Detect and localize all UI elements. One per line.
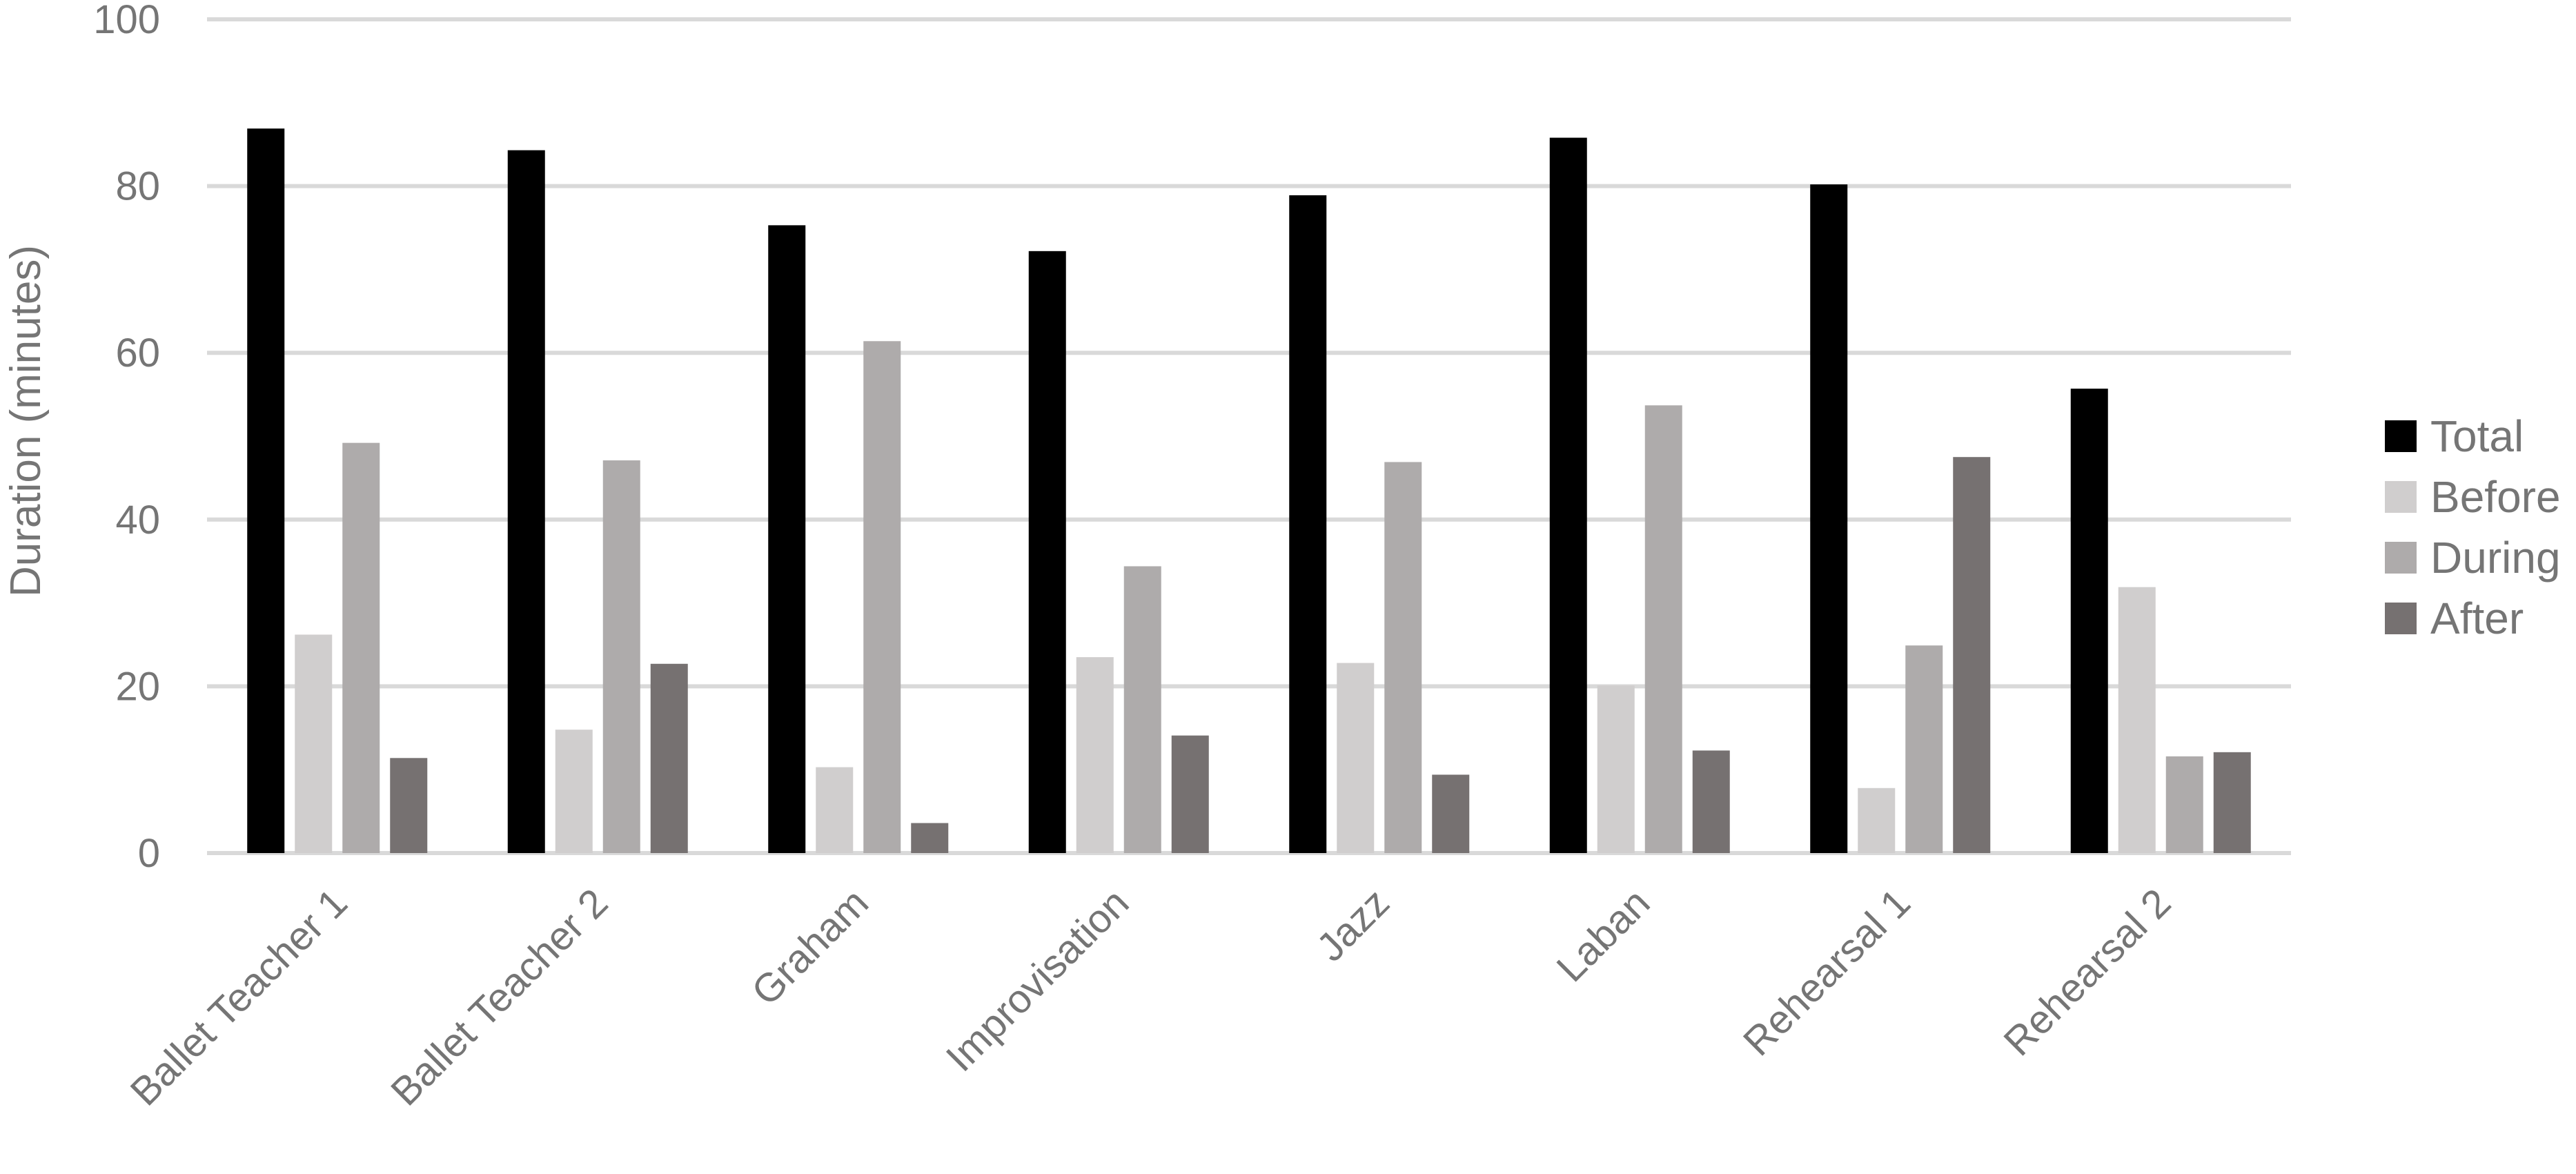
legend-swatch-total [2385, 420, 2417, 452]
legend-label-before: Before [2430, 472, 2561, 522]
x-category-label: Improvisation [938, 880, 1138, 1080]
bar-after-improvisation [1171, 735, 1209, 853]
legend-swatch-during [2385, 542, 2417, 574]
bar-total-improvisation [1028, 251, 1066, 854]
x-category-label: Jazz [1308, 880, 1398, 970]
bars [247, 128, 2251, 854]
y-tick-label: 20 [115, 664, 160, 709]
legend: Total Before During After [2385, 411, 2561, 643]
bar-total-rehearsal-1 [1810, 184, 1848, 854]
bar-before-ballet-teacher-1 [295, 634, 333, 853]
bar-before-laban [1597, 685, 1635, 853]
bar-after-rehearsal-2 [2213, 752, 2251, 853]
bar-total-jazz [1289, 195, 1327, 853]
bar-before-ballet-teacher-2 [555, 730, 593, 853]
x-category-label: Ballet Teacher 1 [122, 880, 356, 1114]
bar-before-rehearsal-1 [1858, 787, 1896, 853]
bar-during-ballet-teacher-1 [342, 442, 380, 853]
bar-after-graham [911, 823, 949, 853]
bar-after-jazz [1432, 774, 1470, 853]
bar-before-graham [816, 767, 854, 853]
bar-total-graham [768, 225, 806, 854]
bar-during-graham [863, 341, 901, 854]
bar-total-ballet-teacher-2 [507, 150, 545, 853]
y-tick-label: 80 [115, 164, 160, 209]
legend-label-after: After [2430, 594, 2524, 643]
x-axis-categories: Ballet Teacher 1 Ballet Teacher 2 Graham Im… [122, 880, 2180, 1114]
bar-during-laban [1644, 405, 1682, 853]
bar-after-ballet-teacher-2 [650, 663, 688, 853]
y-tick-label: 100 [93, 0, 160, 42]
x-category-label: Ballet Teacher 2 [382, 880, 616, 1114]
gridlines [207, 17, 2291, 855]
x-category-label: Laban [1548, 880, 1658, 990]
x-category-label: Rehearsal 1 [1735, 880, 1919, 1064]
legend-swatch-after [2385, 603, 2417, 634]
y-axis-ticks: 0 20 40 60 80 100 [93, 0, 160, 876]
x-category-label: Rehearsal 2 [1995, 880, 2179, 1064]
bar-total-laban [1549, 137, 1587, 853]
y-tick-label: 40 [115, 498, 160, 542]
y-tick-label: 0 [138, 831, 160, 876]
bar-after-laban [1692, 750, 1730, 853]
bar-during-jazz [1384, 462, 1422, 853]
y-tick-label: 60 [115, 331, 160, 375]
bar-before-jazz [1337, 663, 1375, 853]
bar-during-rehearsal-2 [2165, 756, 2203, 853]
bar-during-ballet-teacher-2 [602, 460, 640, 853]
legend-swatch-before [2385, 481, 2417, 513]
y-axis-label: Duration (minutes) [2, 245, 50, 597]
legend-label-during: During [2430, 533, 2561, 583]
bar-after-rehearsal-1 [1953, 457, 1991, 853]
bar-total-ballet-teacher-1 [247, 128, 285, 853]
bar-during-rehearsal-1 [1905, 645, 1943, 853]
bar-total-rehearsal-2 [2070, 389, 2108, 853]
x-category-label: Graham [743, 880, 877, 1014]
bar-before-rehearsal-2 [2118, 587, 2156, 853]
legend-label-total: Total [2430, 411, 2524, 461]
bar-after-ballet-teacher-1 [390, 758, 428, 853]
bar-before-improvisation [1076, 657, 1114, 853]
bar-during-improvisation [1123, 566, 1161, 853]
